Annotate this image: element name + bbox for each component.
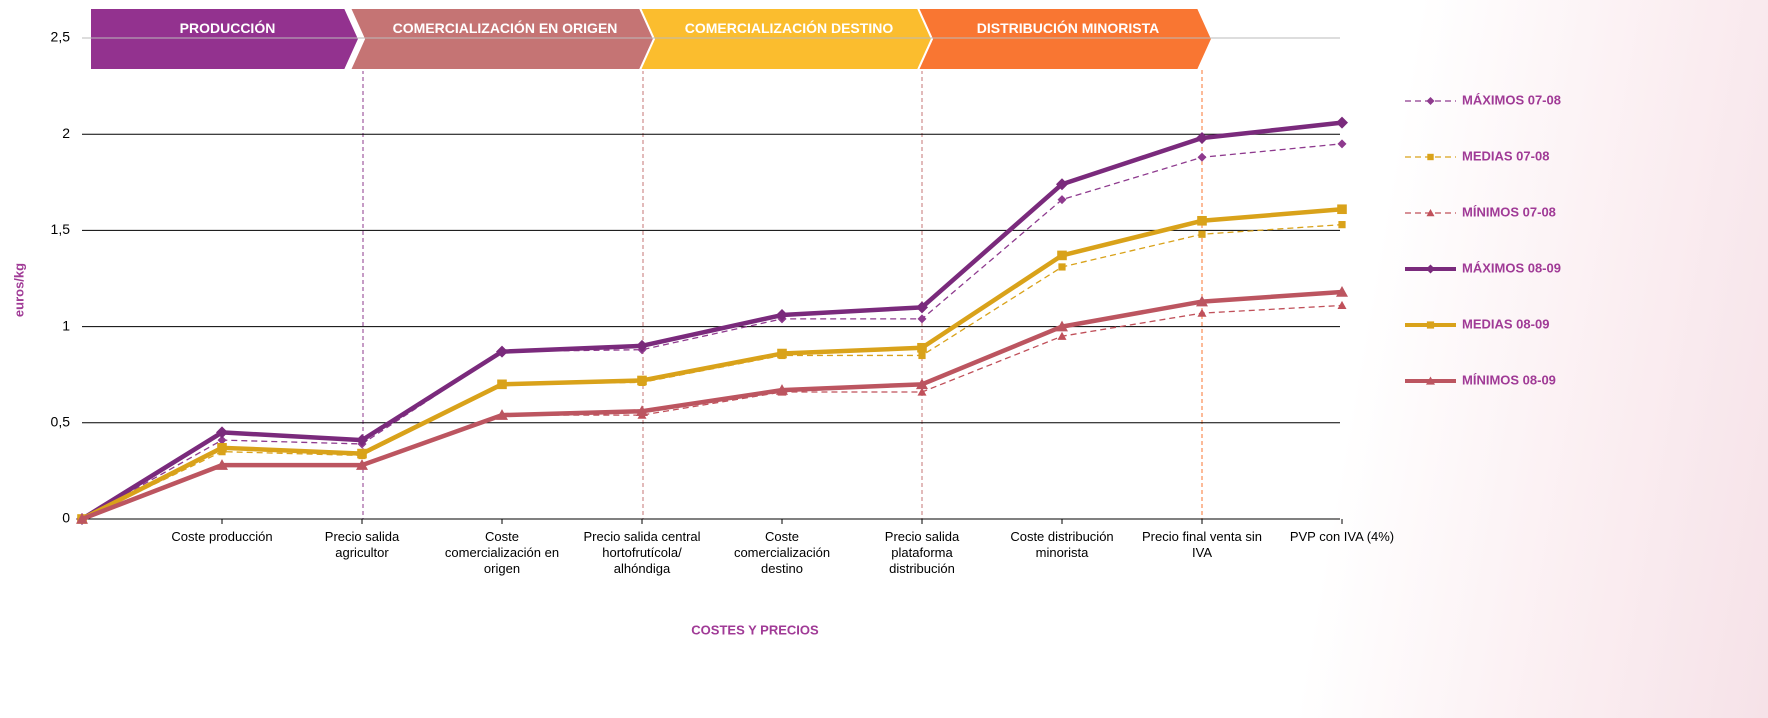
phase-arrow xyxy=(89,7,361,71)
data-point xyxy=(918,351,926,360)
data-point xyxy=(916,301,928,314)
x-tick-label: Precio salida agricultor xyxy=(324,529,400,560)
data-point xyxy=(1056,178,1068,191)
legend-label: MÁXIMOS 08-09 xyxy=(1462,260,1561,275)
data-point xyxy=(777,348,787,359)
data-point xyxy=(636,405,648,417)
y-tick-label: 0 xyxy=(62,510,70,526)
y-tick-label: 2,5 xyxy=(51,29,71,45)
data-point xyxy=(776,384,788,395)
data-point xyxy=(637,375,647,386)
data-point xyxy=(636,339,648,352)
legend-marker xyxy=(1426,209,1435,217)
x-tick-label: Precio salida central hortofrutícola/ al… xyxy=(583,529,701,576)
phase-label: COMERCIALIZACIÓN EN ORIGEN xyxy=(392,19,618,36)
x-tick-label: Coste distribución minorista xyxy=(1010,529,1114,560)
phase-label: COMERCIALIZACIÓN DESTINO xyxy=(684,19,894,36)
x-tick-label: Coste producción xyxy=(171,529,273,544)
data-point xyxy=(1197,215,1207,226)
legend-marker xyxy=(1426,321,1435,329)
data-point xyxy=(1056,320,1068,332)
legend-label: MEDIAS 08-09 xyxy=(1462,316,1549,331)
data-point xyxy=(1338,221,1346,229)
data-point xyxy=(357,448,367,459)
legend-marker xyxy=(1426,264,1435,274)
data-point xyxy=(1197,152,1207,162)
data-point xyxy=(356,459,368,470)
data-point xyxy=(1057,195,1067,205)
data-point xyxy=(1196,132,1208,145)
data-point xyxy=(497,379,507,390)
y-axis-title: euros/kg xyxy=(11,263,26,317)
y-tick-label: 1 xyxy=(62,317,70,333)
data-point xyxy=(496,409,508,420)
data-point xyxy=(1336,285,1348,297)
series-line xyxy=(81,289,1343,522)
data-point xyxy=(217,435,227,445)
phase-label: PRODUCCIÓN xyxy=(179,19,276,36)
legend-label: MÍNIMOS 08-09 xyxy=(1462,372,1556,387)
data-point xyxy=(1337,300,1347,310)
data-point xyxy=(917,342,927,353)
x-tick-label: Precio final venta sin IVA xyxy=(1142,529,1262,560)
x-tick-label: PVP con IVA (4%) xyxy=(1289,529,1395,544)
data-point xyxy=(76,513,88,524)
y-tick-label: 0,5 xyxy=(51,414,71,430)
data-point xyxy=(916,378,928,390)
legend-marker xyxy=(1427,153,1434,161)
x-tick-label: Precio salida plataforma distribución xyxy=(884,529,960,576)
legend-label: MÍNIMOS 07-08 xyxy=(1462,204,1556,219)
data-point xyxy=(1198,230,1206,238)
data-point xyxy=(776,309,788,322)
data-point xyxy=(1196,295,1208,307)
series-line xyxy=(81,143,1343,520)
data-point xyxy=(917,314,927,324)
data-point xyxy=(356,434,368,447)
data-point xyxy=(217,443,227,453)
data-point xyxy=(1058,263,1066,271)
phase-label: DISTRIBUCIÓN MINORISTA xyxy=(976,19,1160,36)
y-tick-label: 1,5 xyxy=(51,221,71,237)
legend-label: MÁXIMOS 07-08 xyxy=(1462,92,1561,107)
series-line xyxy=(81,223,1343,520)
series-line xyxy=(80,120,1343,521)
series-line xyxy=(80,206,1343,522)
legend-label: MEDIAS 07-08 xyxy=(1462,148,1549,163)
data-point xyxy=(216,426,228,439)
data-point xyxy=(1337,204,1347,215)
x-axis-title: COSTES Y PRECIOS xyxy=(691,622,819,637)
y-tick-label: 2 xyxy=(62,125,70,141)
x-tick-label: Coste comercialización en origen xyxy=(444,529,560,576)
legend-marker xyxy=(1426,97,1435,105)
series-line xyxy=(81,304,1343,520)
data-point xyxy=(1336,116,1348,129)
data-point xyxy=(1337,139,1347,149)
legend-marker xyxy=(1426,376,1435,385)
x-tick-label: Coste comercialización destino xyxy=(733,529,831,576)
data-point xyxy=(1197,308,1207,317)
data-point xyxy=(1057,331,1067,340)
data-point xyxy=(1057,250,1067,261)
phase-arrow xyxy=(916,7,1214,71)
data-point xyxy=(917,387,927,396)
data-point xyxy=(496,345,508,358)
data-point xyxy=(216,459,228,470)
